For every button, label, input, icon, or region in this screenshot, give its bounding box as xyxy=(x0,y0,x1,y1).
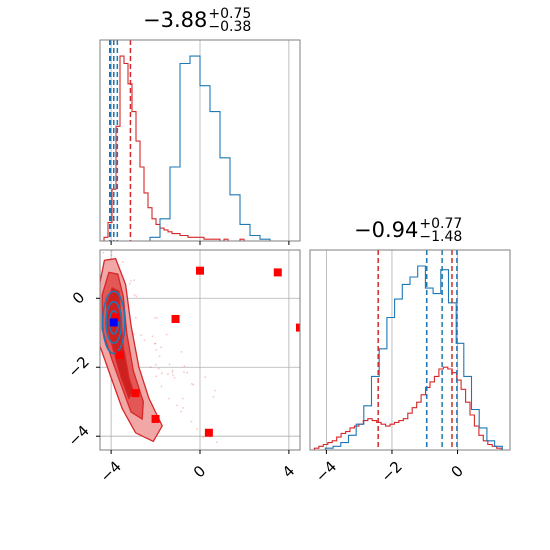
joint-sample-dot xyxy=(182,407,184,409)
joint-sample-dot xyxy=(196,428,199,430)
param-2-ytick-label-1: −4 xyxy=(64,422,92,450)
joint-red-marker-1 xyxy=(196,266,204,275)
joint-sample-dot xyxy=(160,346,163,349)
joint-sample-dot xyxy=(173,377,176,379)
joint-sample-dot xyxy=(102,251,105,254)
param-2-ytick-label-3: 0 xyxy=(69,288,88,307)
marginal-1-blue-histogram xyxy=(100,55,300,242)
joint-red-marker-9 xyxy=(204,428,213,437)
joint-sample-dot xyxy=(181,397,184,400)
joint-sample-dot xyxy=(157,367,160,370)
joint-sample-dot xyxy=(154,363,157,366)
joint-sample-dot xyxy=(176,404,179,407)
param-2-title-errors: +0.77 −1.48 xyxy=(419,215,463,245)
joint-sample-dot xyxy=(110,250,113,253)
joint-sample-dot xyxy=(171,369,174,372)
joint-red-marker-7 xyxy=(131,389,140,398)
marginal-panel-param-1 xyxy=(99,39,301,245)
joint-red-marker-5 xyxy=(111,313,120,322)
joint-sample-dot xyxy=(186,371,189,374)
joint-sample-dot xyxy=(171,371,174,373)
joint-sample-dot xyxy=(167,373,169,375)
joint-blue-contour-2 xyxy=(105,300,123,344)
joint-sample-dot xyxy=(140,334,143,336)
marginal-2-red-histogram xyxy=(310,366,510,451)
joint-sample-dot xyxy=(165,333,168,336)
joint-sample-dot xyxy=(143,339,146,342)
joint-sample-dot xyxy=(215,441,218,443)
joint-panel xyxy=(96,247,301,454)
joint-sample-dot xyxy=(216,452,218,454)
joint-sample-dot xyxy=(135,295,138,298)
joint-blue-contour-3 xyxy=(108,310,120,335)
joint-sample-dot xyxy=(134,316,137,319)
joint-sample-dot xyxy=(155,349,158,351)
joint-sample-dot xyxy=(180,410,183,413)
joint-sample-dot xyxy=(160,385,163,388)
joint-red-marker-8 xyxy=(151,414,160,423)
joint-red-marker-6 xyxy=(116,351,124,360)
joint-sample-dot xyxy=(156,317,158,319)
joint-sample-dot xyxy=(112,247,114,249)
joint-sample-dot xyxy=(172,374,174,376)
joint-red-marker-2 xyxy=(273,268,282,277)
param-2-xtick-label-2: −2 xyxy=(377,457,405,485)
joint-sample-dot xyxy=(154,342,157,345)
joint-sample-dot xyxy=(128,282,131,285)
param-2-title-lower: −1.48 xyxy=(419,228,463,245)
param-1-title: −3.88 +0.75 −0.38 xyxy=(143,5,252,36)
param-2-xtick-label-3: 0 xyxy=(447,462,466,481)
marginal-2-frame xyxy=(309,249,511,451)
joint-sample-dot xyxy=(155,375,158,378)
param-1-title-value: −3.88 xyxy=(143,8,208,32)
joint-sample-dot xyxy=(167,397,170,400)
joint-sample-dot xyxy=(133,279,136,282)
joint-sample-dot xyxy=(202,436,205,438)
joint-sample-dot xyxy=(149,366,152,368)
joint-sample-dot xyxy=(130,280,132,282)
marginal-2-blue-histogram xyxy=(310,265,510,451)
joint-sample-dot xyxy=(214,389,216,392)
param-2-title-upper: +0.77 xyxy=(419,215,463,232)
param-2-title: −0.94 +0.77 −1.48 xyxy=(354,215,463,246)
joint-sample-dot xyxy=(151,335,154,338)
marginal-panel-param-2 xyxy=(309,249,511,454)
param-1-xtick-label-3: 4 xyxy=(279,462,298,481)
joint-sample-dot xyxy=(168,363,171,366)
joint-sample-dot xyxy=(183,365,186,368)
joint-sample-dot xyxy=(110,254,113,256)
joint-plot-area xyxy=(100,247,300,454)
param-1-title-errors: +0.75 −0.38 xyxy=(208,5,252,35)
joint-blue-contour-1 xyxy=(101,290,126,355)
joint-sample-dot xyxy=(192,383,195,386)
joint-sample-dot xyxy=(183,371,185,374)
joint-sample-dot xyxy=(191,382,193,385)
param-2-xtick-label-1: −4 xyxy=(312,457,340,485)
param-1-xtick-label-2: 0 xyxy=(190,462,209,481)
joint-sample-dot xyxy=(212,395,215,398)
joint-blue-marker xyxy=(109,318,118,327)
joint-sample-dot xyxy=(133,294,136,297)
joint-sample-dot xyxy=(180,351,183,353)
joint-sample-dot xyxy=(154,316,156,319)
joint-sample-dot xyxy=(153,342,156,345)
param-1-title-lower: −0.38 xyxy=(208,18,252,35)
joint-red-marker-3 xyxy=(296,323,300,332)
param-2-title-value: −0.94 xyxy=(354,218,419,242)
joint-sample-dot xyxy=(121,261,124,263)
param-1-xtick-label-1: −4 xyxy=(97,457,125,485)
joint-sample-dot xyxy=(190,420,193,423)
joint-sample-dot xyxy=(161,372,163,375)
param-2-ytick-label-2: −2 xyxy=(64,353,92,381)
joint-sample-dot xyxy=(204,376,207,379)
joint-red-marker-4 xyxy=(171,314,180,323)
joint-sample-dot xyxy=(158,355,161,358)
param-1-title-upper: +0.75 xyxy=(208,5,252,22)
